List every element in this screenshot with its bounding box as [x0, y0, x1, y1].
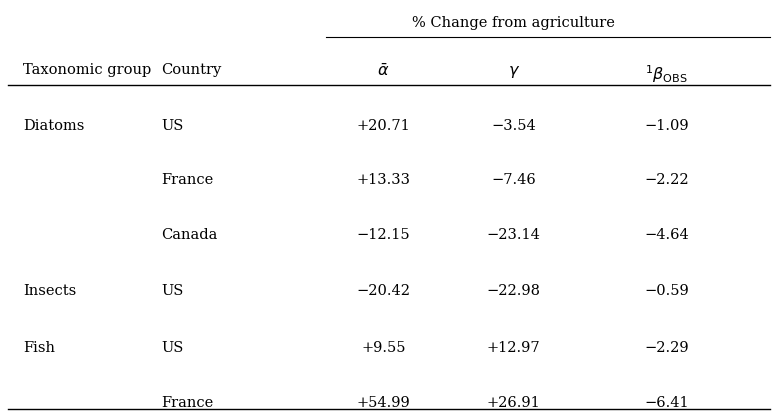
Text: US: US: [161, 119, 184, 133]
Text: −0.59: −0.59: [644, 285, 689, 299]
Text: Taxonomic group: Taxonomic group: [23, 63, 152, 77]
Text: +13.33: +13.33: [357, 173, 411, 187]
Text: −23.14: −23.14: [486, 228, 540, 242]
Text: +12.97: +12.97: [487, 341, 540, 355]
Text: France: France: [161, 396, 213, 410]
Text: +26.91: +26.91: [486, 396, 540, 410]
Text: Country: Country: [161, 63, 221, 77]
Text: $^{1}\beta_{\mathrm{OBS}}$: $^{1}\beta_{\mathrm{OBS}}$: [645, 63, 688, 85]
Text: −2.22: −2.22: [644, 173, 689, 187]
Text: −2.29: −2.29: [644, 341, 689, 355]
Text: +54.99: +54.99: [357, 396, 411, 410]
Text: −6.41: −6.41: [644, 396, 689, 410]
Text: Insects: Insects: [23, 285, 77, 299]
Text: −4.64: −4.64: [644, 228, 689, 242]
Text: −12.15: −12.15: [357, 228, 410, 242]
Text: France: France: [161, 173, 213, 187]
Text: Diatoms: Diatoms: [23, 119, 84, 133]
Text: −3.54: −3.54: [491, 119, 536, 133]
Text: Canada: Canada: [161, 228, 217, 242]
Text: $\bar{\alpha}$: $\bar{\alpha}$: [377, 63, 389, 80]
Text: Fish: Fish: [23, 341, 56, 355]
Text: US: US: [161, 285, 184, 299]
Text: −22.98: −22.98: [486, 285, 540, 299]
Text: −20.42: −20.42: [357, 285, 411, 299]
Text: % Change from agriculture: % Change from agriculture: [412, 16, 615, 30]
Text: +20.71: +20.71: [357, 119, 411, 133]
Text: $\gamma$: $\gamma$: [508, 63, 520, 80]
Text: −1.09: −1.09: [644, 119, 689, 133]
Text: +9.55: +9.55: [361, 341, 406, 355]
Text: US: US: [161, 341, 184, 355]
Text: −7.46: −7.46: [491, 173, 536, 187]
